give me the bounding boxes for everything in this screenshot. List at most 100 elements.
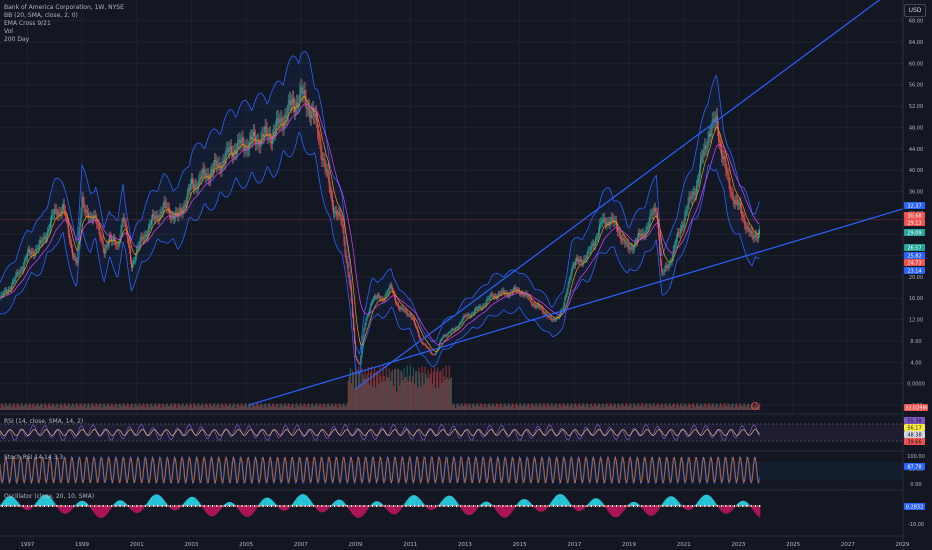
candle-body <box>262 134 264 137</box>
volume-bar <box>258 406 260 410</box>
osc-bar <box>46 495 49 506</box>
osc-bar <box>717 506 720 508</box>
osc-dot <box>733 505 736 507</box>
osc-dot <box>542 505 544 507</box>
osc-pane-label[interactable]: Oscillator (close, 20, 10, SMA) <box>4 493 95 500</box>
candle-body <box>596 237 598 238</box>
volume-bar <box>60 403 62 410</box>
candle-body <box>168 208 170 215</box>
candle-body <box>456 327 458 329</box>
osc-bar <box>40 496 42 506</box>
trend-lines[interactable] <box>248 0 917 406</box>
osc-bar <box>730 506 732 512</box>
volume-bar <box>693 405 695 410</box>
osc-bar <box>673 497 676 506</box>
volume-bar <box>246 407 248 410</box>
volume-bar <box>436 371 438 410</box>
volume-bar <box>368 384 370 410</box>
osc-dot <box>216 505 218 507</box>
volume-bar <box>425 374 427 410</box>
volume-bar <box>136 405 138 410</box>
volume-bar <box>42 407 44 410</box>
stoch-pane-label[interactable]: Stoch RSI 14 14 3 3 <box>4 454 64 461</box>
osc-bar <box>503 506 505 518</box>
osc-dot <box>127 505 130 507</box>
volume-bar <box>69 407 72 410</box>
osc-dot <box>327 505 329 507</box>
osc-bar <box>411 495 414 506</box>
osc-bar <box>502 506 504 518</box>
osc-bar <box>722 506 724 513</box>
volume-bar <box>603 404 605 410</box>
osc-bar <box>240 506 242 513</box>
candle-body <box>618 231 620 233</box>
osc-bar <box>121 500 123 506</box>
candle-body <box>280 118 282 122</box>
osc-dot <box>207 505 210 507</box>
currency-button[interactable]: USD <box>904 4 926 17</box>
osc-dot <box>445 505 447 507</box>
osc-bar <box>517 503 519 506</box>
candle-body <box>276 118 278 129</box>
candle-body <box>534 305 536 308</box>
osc-bar <box>8 496 11 506</box>
osc-dot <box>447 505 449 507</box>
vol-label[interactable]: Vol <box>4 28 13 35</box>
volume-bar <box>641 403 643 410</box>
volume-bar <box>340 405 342 410</box>
trend-line[interactable] <box>248 204 917 406</box>
osc-tag-label: 0.2832 <box>906 505 924 511</box>
osc-dot <box>517 505 519 507</box>
osc-dot <box>73 505 75 507</box>
osc-bar <box>62 506 64 514</box>
candle-body <box>152 214 154 220</box>
bb-indicator-label[interactable]: BB (20, SMA, close, 2, 0) <box>4 12 78 19</box>
trend-line[interactable] <box>355 0 917 390</box>
ema-cross-label[interactable]: EMA Cross 9/21 <box>4 20 51 27</box>
osc-dot <box>123 505 125 507</box>
volume-bar <box>725 405 727 410</box>
osc-bar <box>53 501 55 506</box>
volume-bar <box>138 403 140 410</box>
candle-body <box>298 103 300 107</box>
volume-bar <box>720 403 722 410</box>
osc-bar <box>32 506 34 508</box>
candle-body <box>696 180 698 186</box>
candle-body <box>199 176 201 180</box>
ma-200-label[interactable]: 200 Day <box>4 36 30 43</box>
rsi-pane-label[interactable]: RSI (14, close, SMA, 14, 2) <box>4 418 84 425</box>
osc-bar <box>483 502 485 506</box>
candle-body <box>387 291 389 293</box>
osc-bar <box>128 506 131 508</box>
volume-bar <box>691 404 693 410</box>
candle-body <box>627 243 629 248</box>
volume-bar <box>170 403 173 410</box>
volume-bar <box>462 406 464 410</box>
osc-bar <box>12 497 14 506</box>
candle-body <box>640 234 642 237</box>
osc-bar <box>44 494 47 506</box>
volume-bar <box>587 404 589 410</box>
volume-bar <box>51 406 53 410</box>
candle-body <box>523 294 525 296</box>
volume-bar <box>501 404 503 410</box>
candle-body <box>304 90 306 99</box>
candle-body <box>737 204 739 205</box>
osc-dot <box>723 505 725 507</box>
volume-bar <box>627 406 629 410</box>
candle-body <box>655 211 657 214</box>
candle-body <box>45 237 47 240</box>
osc-bar <box>225 503 227 506</box>
volume-bar <box>4 403 6 410</box>
volume-bar <box>521 406 523 410</box>
candle-body <box>328 176 330 188</box>
symbol-title[interactable]: Bank of America Corporation, 1W, NYSE <box>4 4 124 11</box>
volume-bar <box>190 404 193 410</box>
candle-body <box>684 215 686 224</box>
osc-bar <box>666 498 668 506</box>
candle-body <box>545 313 547 315</box>
osc-dot <box>704 505 706 507</box>
osc-dot <box>496 505 498 507</box>
osc-bar <box>702 496 704 506</box>
